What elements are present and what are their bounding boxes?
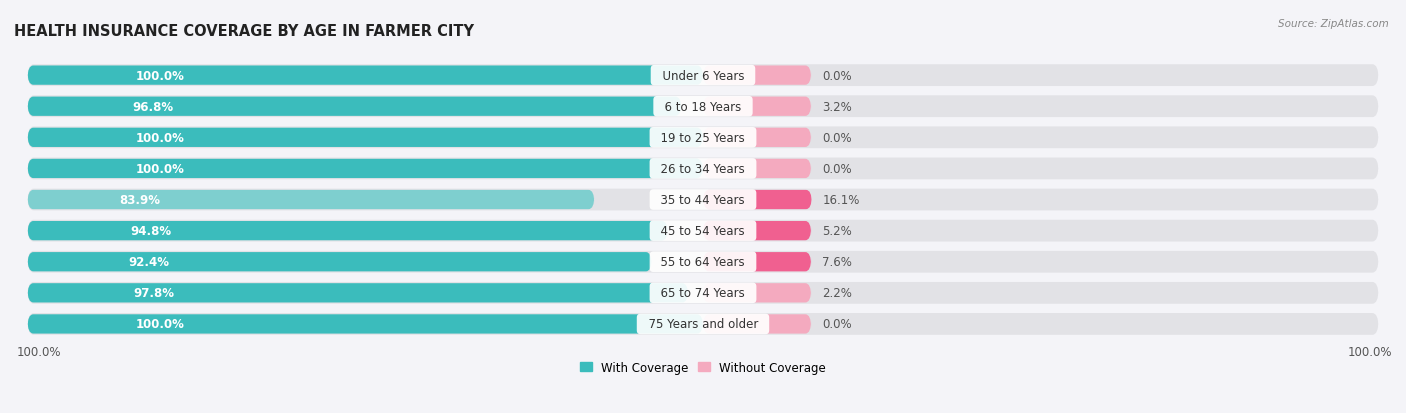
Text: 100.0%: 100.0%: [1347, 345, 1392, 358]
FancyBboxPatch shape: [28, 97, 682, 116]
Text: 6 to 18 Years: 6 to 18 Years: [657, 100, 749, 114]
Text: 26 to 34 Years: 26 to 34 Years: [654, 163, 752, 176]
Text: 94.8%: 94.8%: [131, 225, 172, 237]
FancyBboxPatch shape: [703, 66, 811, 85]
FancyBboxPatch shape: [28, 282, 1378, 304]
Text: 100.0%: 100.0%: [135, 69, 184, 83]
Text: 3.2%: 3.2%: [823, 100, 852, 114]
Text: 0.0%: 0.0%: [823, 131, 852, 145]
Text: Source: ZipAtlas.com: Source: ZipAtlas.com: [1278, 19, 1389, 28]
FancyBboxPatch shape: [28, 313, 1378, 335]
Text: 16.1%: 16.1%: [823, 194, 860, 206]
Legend: With Coverage, Without Coverage: With Coverage, Without Coverage: [579, 361, 827, 374]
FancyBboxPatch shape: [28, 251, 1378, 273]
FancyBboxPatch shape: [28, 159, 703, 179]
Text: 19 to 25 Years: 19 to 25 Years: [654, 131, 752, 145]
FancyBboxPatch shape: [28, 66, 703, 85]
Text: 0.0%: 0.0%: [823, 69, 852, 83]
FancyBboxPatch shape: [28, 315, 703, 334]
Text: 5.2%: 5.2%: [823, 225, 852, 237]
FancyBboxPatch shape: [28, 158, 1378, 180]
Text: 100.0%: 100.0%: [17, 345, 62, 358]
FancyBboxPatch shape: [28, 127, 1378, 149]
Text: 35 to 44 Years: 35 to 44 Years: [654, 194, 752, 206]
Text: Under 6 Years: Under 6 Years: [655, 69, 751, 83]
FancyBboxPatch shape: [703, 315, 811, 334]
Text: 0.0%: 0.0%: [823, 163, 852, 176]
Text: 100.0%: 100.0%: [135, 131, 184, 145]
Text: 100.0%: 100.0%: [135, 318, 184, 331]
Text: 45 to 54 Years: 45 to 54 Years: [654, 225, 752, 237]
Text: 55 to 64 Years: 55 to 64 Years: [654, 256, 752, 268]
FancyBboxPatch shape: [28, 96, 1378, 118]
FancyBboxPatch shape: [703, 128, 811, 147]
FancyBboxPatch shape: [28, 189, 1378, 211]
Text: 96.8%: 96.8%: [132, 100, 173, 114]
FancyBboxPatch shape: [28, 252, 651, 272]
FancyBboxPatch shape: [703, 252, 811, 272]
Text: 92.4%: 92.4%: [128, 256, 169, 268]
FancyBboxPatch shape: [28, 128, 703, 147]
Text: 7.6%: 7.6%: [823, 256, 852, 268]
Text: 83.9%: 83.9%: [120, 194, 160, 206]
Text: HEALTH INSURANCE COVERAGE BY AGE IN FARMER CITY: HEALTH INSURANCE COVERAGE BY AGE IN FARM…: [14, 24, 474, 39]
FancyBboxPatch shape: [28, 220, 1378, 242]
FancyBboxPatch shape: [28, 65, 1378, 87]
FancyBboxPatch shape: [28, 190, 595, 210]
FancyBboxPatch shape: [28, 283, 688, 303]
Text: 97.8%: 97.8%: [134, 287, 174, 299]
FancyBboxPatch shape: [703, 283, 811, 303]
Text: 65 to 74 Years: 65 to 74 Years: [654, 287, 752, 299]
Text: 0.0%: 0.0%: [823, 318, 852, 331]
Text: 100.0%: 100.0%: [135, 163, 184, 176]
FancyBboxPatch shape: [703, 97, 811, 116]
FancyBboxPatch shape: [703, 159, 811, 179]
Text: 75 Years and older: 75 Years and older: [641, 318, 765, 331]
FancyBboxPatch shape: [703, 190, 811, 210]
FancyBboxPatch shape: [703, 221, 811, 241]
Text: 2.2%: 2.2%: [823, 287, 852, 299]
FancyBboxPatch shape: [28, 221, 668, 241]
